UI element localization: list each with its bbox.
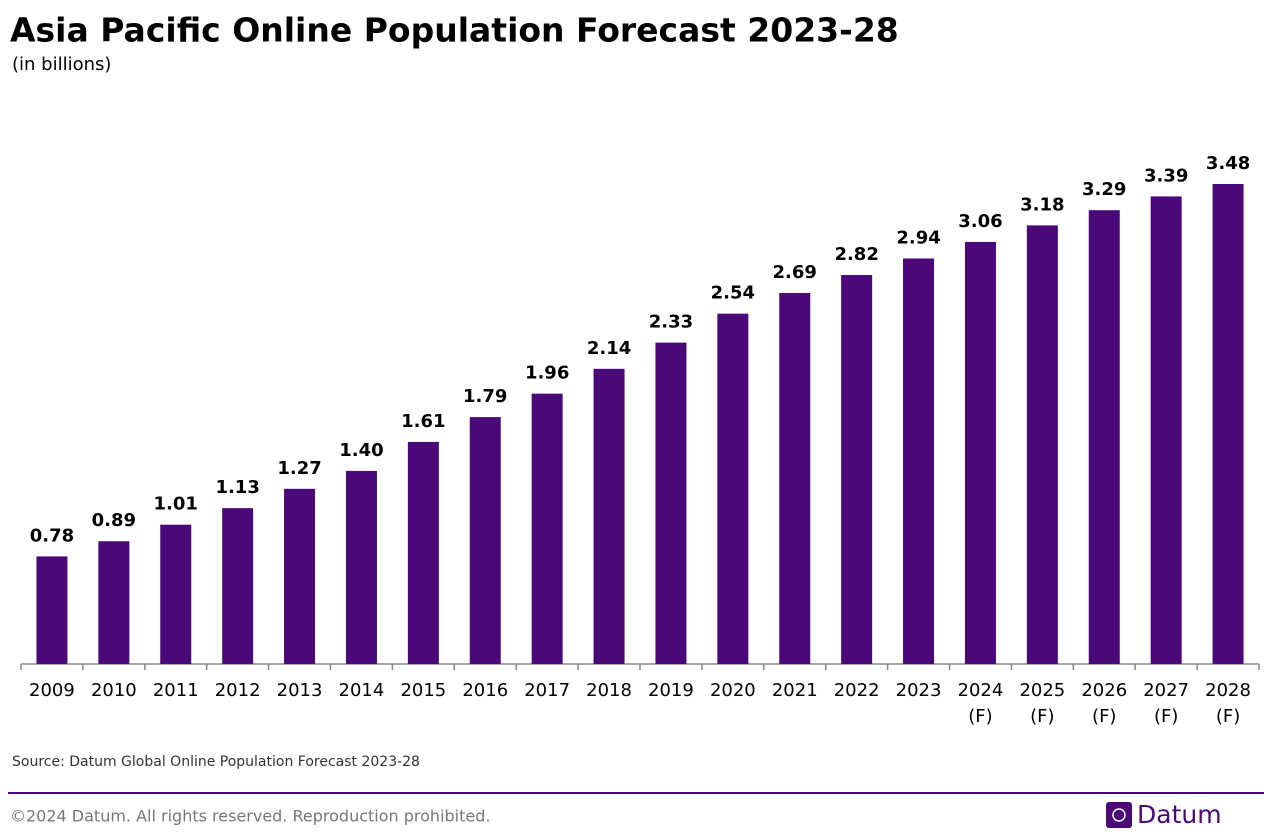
value-label: 1.96	[525, 363, 569, 384]
bar	[284, 488, 316, 664]
value-label: 2.94	[896, 227, 940, 248]
bar	[1150, 196, 1182, 664]
x-tick-label: 2016	[462, 680, 508, 701]
value-label: 1.61	[401, 411, 445, 432]
copyright: ©2024 Datum. All rights reserved. Reprod…	[10, 807, 490, 826]
bar	[160, 524, 192, 664]
bar	[36, 556, 68, 664]
x-tick-label: 2026 (F)	[1081, 680, 1127, 727]
bar	[1088, 210, 1120, 664]
x-tick-label: 2017	[524, 680, 570, 701]
value-label: 3.18	[1020, 194, 1064, 215]
source: Source: Datum Global Online Population F…	[12, 754, 420, 770]
value-label: 1.27	[277, 458, 321, 479]
value-label: 1.13	[215, 477, 259, 498]
x-tick-label: 2014	[339, 680, 385, 701]
x-tick-label: 2010	[91, 680, 137, 701]
bar	[531, 393, 563, 664]
x-tick-label: 2020	[710, 680, 756, 701]
value-label: 2.14	[587, 338, 631, 359]
x-tick-label: 2021	[772, 680, 818, 701]
chart-subtitle: (in billions)	[12, 54, 111, 75]
bar	[593, 368, 625, 664]
value-label: 0.89	[92, 510, 136, 531]
value-label: 3.29	[1082, 179, 1126, 200]
x-tick-label: 2013	[277, 680, 323, 701]
logo-glyph	[1112, 808, 1126, 822]
value-label: 1.40	[339, 440, 383, 461]
value-label: 1.01	[154, 494, 198, 515]
brand-name: Datum	[1137, 800, 1222, 829]
bar	[841, 275, 873, 664]
x-tick-label: 2028 (F)	[1205, 680, 1251, 727]
x-tick-label: 2018	[586, 680, 632, 701]
x-tick-label: 2023	[896, 680, 942, 701]
x-tick-label: 2025 (F)	[1019, 680, 1065, 727]
bar	[655, 342, 687, 664]
value-label: 2.33	[649, 312, 693, 333]
x-tick-label: 2027 (F)	[1143, 680, 1189, 727]
x-tick-label: 2024 (F)	[958, 680, 1004, 727]
bar	[717, 313, 749, 664]
value-label: 3.48	[1206, 153, 1250, 174]
bar	[222, 508, 254, 664]
x-tick-label: 2009	[29, 680, 75, 701]
bar	[1212, 184, 1244, 664]
x-tick-label: 2022	[834, 680, 880, 701]
bar	[469, 417, 501, 664]
bar	[98, 541, 130, 664]
bar	[1026, 225, 1058, 664]
bar	[407, 441, 439, 664]
x-tick-label: 2012	[215, 680, 261, 701]
value-label: 2.69	[773, 262, 817, 283]
value-label: 3.39	[1144, 165, 1188, 186]
x-tick-label: 2019	[648, 680, 694, 701]
logo-icon	[1106, 802, 1132, 828]
bar	[964, 241, 996, 664]
chart-title: Asia Pacific Online Population Forecast …	[10, 11, 899, 50]
brand-logo: Datum	[1106, 800, 1222, 829]
value-label: 2.82	[834, 244, 878, 265]
x-tick-label: 2011	[153, 680, 199, 701]
bar	[903, 258, 935, 664]
value-label: 3.06	[958, 211, 1002, 232]
value-label: 0.78	[30, 525, 74, 546]
x-tick-label: 2015	[400, 680, 446, 701]
bar	[345, 470, 377, 664]
value-label: 2.54	[711, 283, 755, 304]
bar	[779, 292, 811, 664]
value-label: 1.79	[463, 386, 507, 407]
